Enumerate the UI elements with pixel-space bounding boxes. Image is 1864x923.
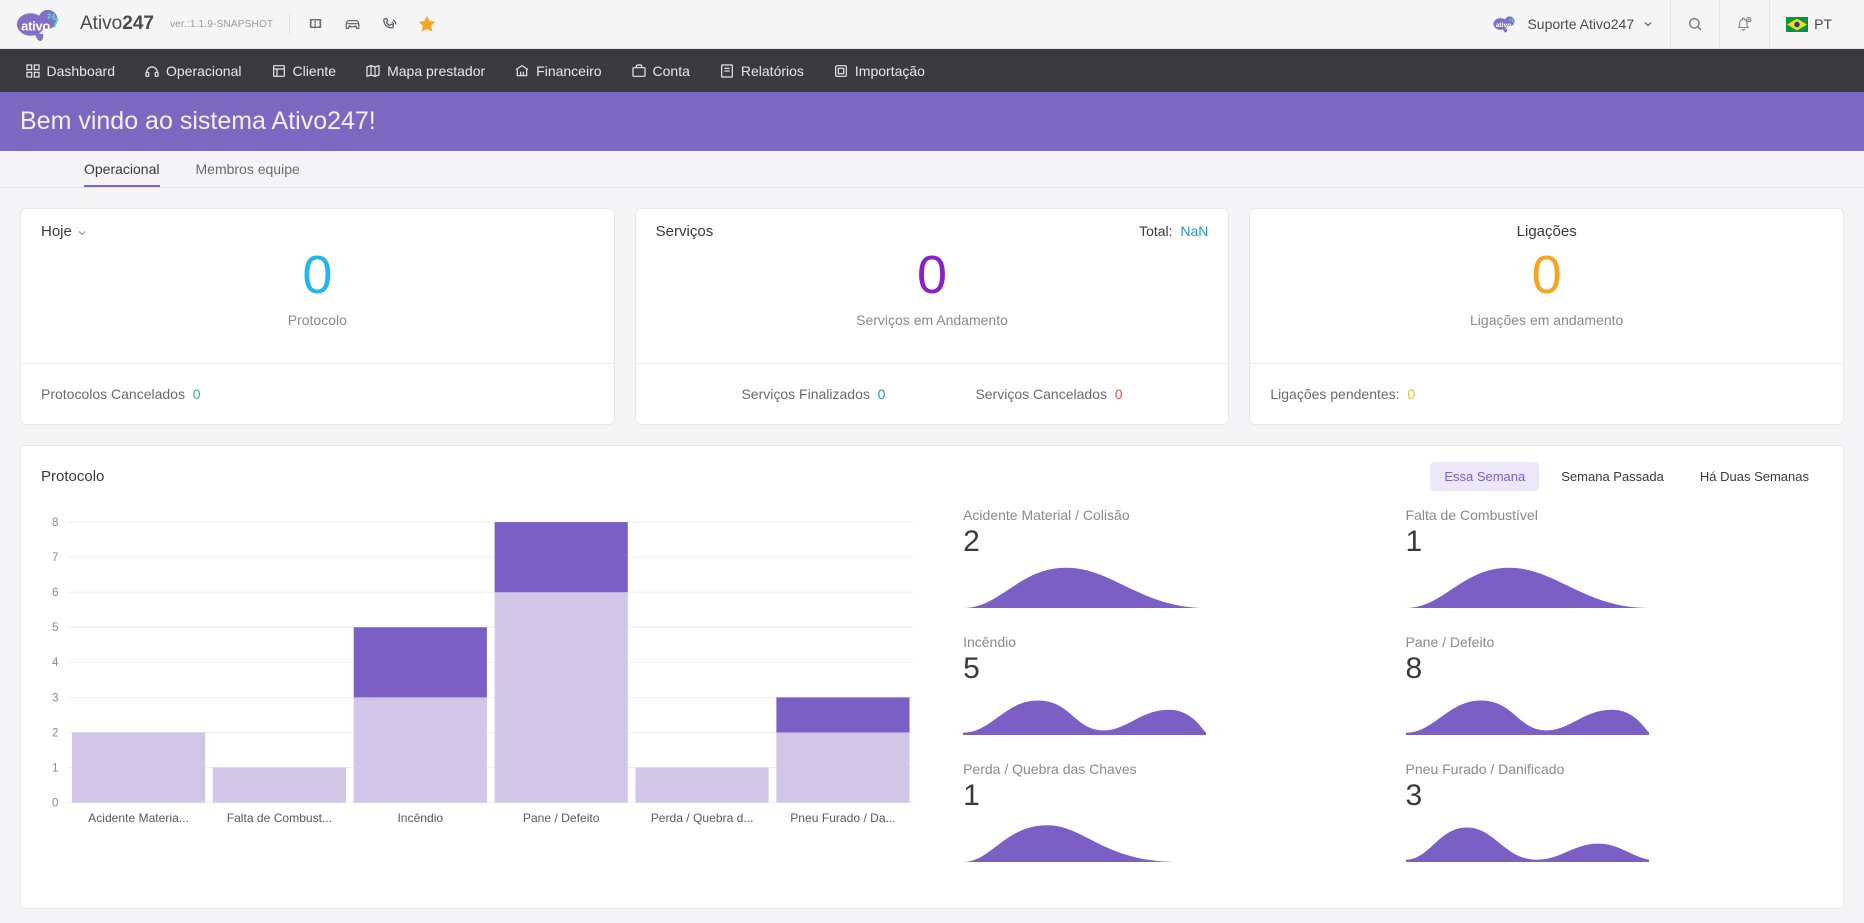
svg-text:Perda / Quebra d...: Perda / Quebra d... bbox=[651, 811, 754, 825]
svg-text:Falta de Combust...: Falta de Combust... bbox=[227, 811, 332, 825]
svg-text:7: 7 bbox=[52, 16, 59, 30]
svg-text:ativo: ativo bbox=[1496, 22, 1512, 29]
svg-text:0: 0 bbox=[52, 796, 58, 809]
svg-text:2: 2 bbox=[52, 726, 58, 739]
svg-text:Acidente Materia...: Acidente Materia... bbox=[88, 811, 189, 825]
svg-text:1: 1 bbox=[52, 761, 58, 774]
svg-text:Pane / Defeito: Pane / Defeito bbox=[523, 811, 600, 825]
svg-text:6: 6 bbox=[52, 586, 58, 599]
svg-text:Pneu Furado / Da...: Pneu Furado / Da... bbox=[790, 811, 895, 825]
svg-text:ativo: ativo bbox=[21, 18, 50, 33]
svg-text:8: 8 bbox=[52, 516, 58, 529]
svg-text:7: 7 bbox=[1512, 20, 1516, 27]
svg-text:5: 5 bbox=[52, 621, 58, 634]
svg-text:4: 4 bbox=[52, 656, 59, 669]
svg-text:3: 3 bbox=[52, 691, 58, 704]
svg-text:Incêndio: Incêndio bbox=[397, 811, 443, 825]
svg-text:7: 7 bbox=[52, 551, 58, 564]
